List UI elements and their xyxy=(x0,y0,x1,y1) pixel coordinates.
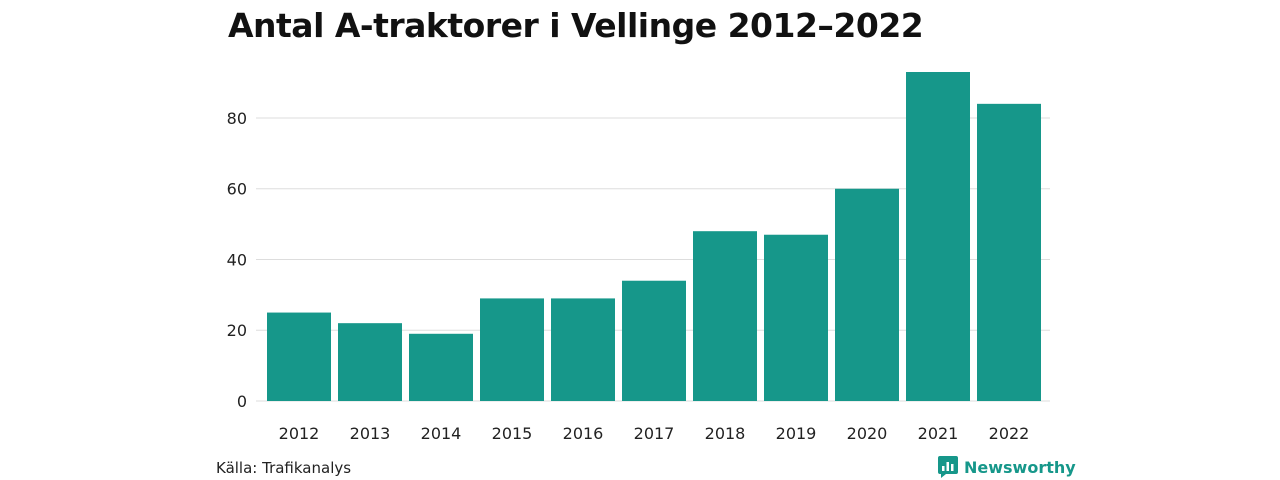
brand-logo: Newsworthy xyxy=(938,456,1076,478)
bar-2013 xyxy=(338,323,402,401)
bar-2019 xyxy=(764,234,828,401)
x-tick-label: 2015 xyxy=(492,424,533,443)
bar-2012 xyxy=(267,312,331,401)
bar-2018 xyxy=(693,231,757,401)
y-tick-label: 80 xyxy=(227,109,247,128)
bar-2017 xyxy=(622,280,686,401)
x-tick-label: 2019 xyxy=(776,424,817,443)
y-tick-label: 40 xyxy=(227,250,247,269)
x-tick-label: 2020 xyxy=(847,424,888,443)
bar-2022 xyxy=(977,103,1041,401)
y-tick-label: 60 xyxy=(227,180,247,199)
bars xyxy=(267,72,1041,401)
bar-2020 xyxy=(835,188,899,401)
x-tick-label: 2012 xyxy=(279,424,320,443)
source-note: Källa: Trafikanalys xyxy=(216,459,352,477)
y-axis-ticks: 0 20 40 60 80 xyxy=(227,109,247,411)
x-tick-label: 2016 xyxy=(563,424,604,443)
bar-2016 xyxy=(551,298,615,401)
newsworthy-logo-icon xyxy=(938,456,958,478)
bar-2021 xyxy=(906,72,970,401)
x-tick-label: 2022 xyxy=(989,424,1030,443)
y-tick-label: 20 xyxy=(227,321,247,340)
x-tick-label: 2013 xyxy=(350,424,391,443)
x-tick-label: 2018 xyxy=(705,424,746,443)
x-tick-label: 2014 xyxy=(421,424,462,443)
bar-2015 xyxy=(480,298,544,401)
bar-2014 xyxy=(409,333,473,401)
x-tick-label: 2017 xyxy=(634,424,675,443)
x-axis-ticks: 2012 2013 2014 2015 2016 2017 2018 2019 2020 2021… xyxy=(279,424,1030,443)
x-tick-label: 2021 xyxy=(918,424,959,443)
chart-title: Antal A-traktorer i Vellinge 2012–2022 xyxy=(228,6,924,45)
y-tick-label: 0 xyxy=(237,392,247,411)
brand-name: Newsworthy xyxy=(964,457,1076,477)
